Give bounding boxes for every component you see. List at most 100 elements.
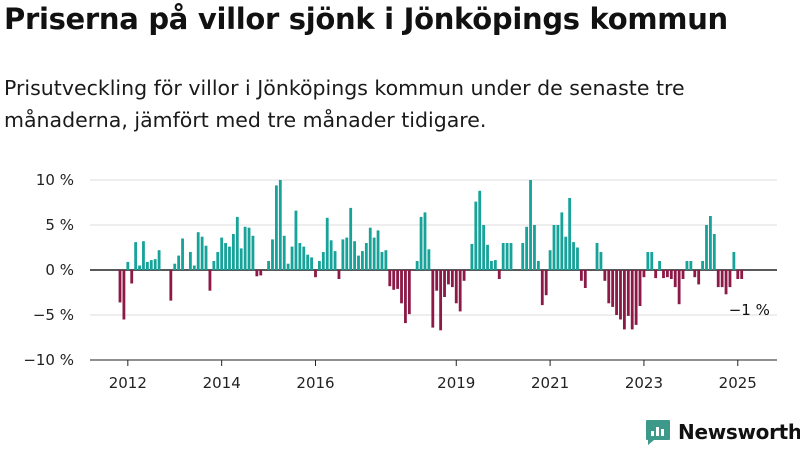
bar: [341, 239, 345, 270]
bar: [486, 244, 489, 270]
bar: [540, 270, 544, 306]
bar: [673, 270, 677, 288]
bar: [454, 270, 458, 304]
bar: [728, 270, 732, 288]
bar: [431, 270, 435, 328]
x-tick-label: 2023: [625, 374, 663, 392]
bar: [192, 265, 196, 270]
bar: [290, 246, 294, 270]
bar: [380, 252, 384, 270]
bar: [595, 243, 599, 270]
bar: [478, 190, 482, 270]
bar: [368, 227, 372, 270]
bar: [736, 270, 740, 279]
bar: [153, 259, 157, 270]
bar: [231, 234, 235, 270]
bar: [646, 252, 650, 270]
bar: [615, 270, 618, 315]
bar: [669, 270, 673, 279]
bar: [638, 270, 642, 306]
y-tick-label: 5 %: [45, 216, 74, 234]
bar: [318, 261, 321, 270]
bar: [419, 216, 423, 270]
bar: [650, 252, 654, 270]
bar: [642, 270, 646, 278]
bar: [376, 230, 380, 270]
bar: [552, 225, 556, 270]
y-tick-label: −10 %: [23, 351, 74, 369]
bar: [239, 248, 243, 270]
bar: [361, 251, 364, 270]
bar: [622, 270, 626, 330]
bar: [693, 270, 697, 278]
bar: [400, 270, 403, 304]
bar: [521, 243, 525, 270]
bar: [157, 250, 161, 270]
bar: [634, 270, 638, 325]
bar: [267, 261, 270, 270]
bar: [697, 270, 701, 285]
bar: [204, 245, 208, 270]
bar: [208, 270, 212, 291]
bar: [701, 261, 704, 270]
bar: [716, 270, 720, 288]
bar: [568, 198, 572, 270]
latest-value-annotation: −1 %: [729, 301, 770, 319]
bar: [443, 270, 446, 297]
bar: [720, 270, 724, 288]
bar: [142, 241, 145, 270]
bar: [435, 270, 439, 291]
x-tick-label: 2021: [531, 374, 569, 392]
y-tick-label: 0 %: [45, 261, 74, 279]
bar: [181, 238, 184, 270]
bar: [212, 261, 216, 270]
bar: [533, 225, 536, 270]
bar: [345, 237, 349, 270]
bar: [310, 257, 313, 270]
bar: [278, 180, 282, 270]
bar: [149, 260, 153, 270]
bar: [662, 270, 665, 279]
bar: [439, 270, 443, 331]
x-tick-label: 2019: [437, 374, 475, 392]
bar: [529, 180, 532, 270]
x-tick-label: 2025: [719, 374, 757, 392]
bar: [388, 270, 392, 287]
bar: [548, 250, 552, 270]
bar: [447, 270, 450, 285]
bar: [337, 270, 341, 279]
bar: [423, 212, 427, 270]
bar: [576, 247, 579, 270]
bar: [681, 270, 685, 279]
bar: [404, 270, 407, 324]
bar: [235, 216, 239, 270]
bar: [709, 216, 712, 270]
bar: [658, 261, 661, 270]
bar: [724, 270, 728, 295]
bar: [220, 237, 224, 270]
x-tick-label: 2016: [296, 374, 334, 392]
bar: [173, 263, 177, 270]
bar: [665, 270, 669, 278]
bar: [501, 243, 505, 270]
bar: [427, 249, 431, 270]
bar: [196, 232, 200, 270]
bar: [188, 252, 192, 270]
bar: [689, 261, 693, 270]
bar: [415, 261, 419, 270]
bar: [497, 270, 501, 279]
x-tick-label: 2014: [203, 374, 241, 392]
bar: [130, 270, 134, 284]
bar: [458, 270, 462, 312]
bar: [544, 270, 548, 296]
bar: [298, 243, 302, 270]
bar: [325, 217, 329, 270]
brand-logo: Newsworthy: [644, 418, 800, 446]
bar: [145, 261, 149, 270]
bar: [228, 246, 231, 270]
bar: [243, 226, 247, 270]
bar: [603, 270, 607, 281]
chart-subtitle: Prisutveckling för villor i Jönköpings k…: [4, 76, 685, 132]
bar: [654, 270, 658, 279]
bar: [599, 252, 603, 270]
